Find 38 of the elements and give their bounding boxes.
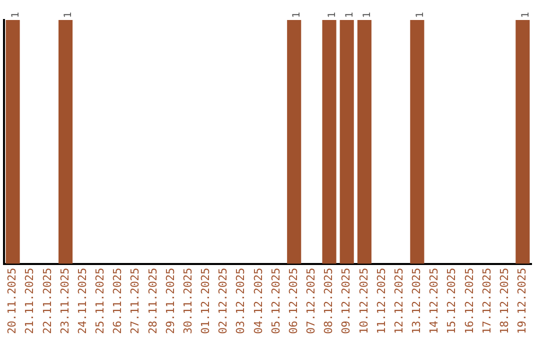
x-tick-label: 09.12.2025 xyxy=(340,268,353,334)
x-tick-label: 24.11.2025 xyxy=(76,268,89,334)
x-tick-label: 30.11.2025 xyxy=(181,268,194,334)
data-label: 1 xyxy=(10,12,22,18)
x-tick-label: 04.12.2025 xyxy=(252,268,265,334)
x-tick-label: 17.12.2025 xyxy=(480,268,494,334)
x-tick-label: 27.11.2025 xyxy=(128,268,142,334)
x-tick-label: 01.12.2025 xyxy=(199,268,212,334)
x-tick-label: 16.12.2025 xyxy=(462,268,476,334)
x-tick-label: 03.12.2025 xyxy=(234,268,248,334)
x-tick-label: 06.12.2025 xyxy=(286,268,300,334)
x-tick-label: 20.11.2025 xyxy=(6,268,19,334)
x-tick-label: 25.11.2025 xyxy=(94,268,107,334)
data-label: 1 xyxy=(292,12,303,18)
x-tick-label: 05.12.2025 xyxy=(269,268,282,334)
x-tick-label: 18.12.2025 xyxy=(498,268,511,334)
x-tick-label: 14.12.2025 xyxy=(428,268,441,334)
x-tick-label: 26.11.2025 xyxy=(111,268,124,334)
x-tick-label: 23.11.2025 xyxy=(58,268,72,334)
x-tick-label: 19.12.2025 xyxy=(516,268,529,334)
x-tick-label: 07.12.2025 xyxy=(304,268,318,334)
x-tick-label: 10.12.2025 xyxy=(357,268,370,334)
x-tick-label: 28.11.2025 xyxy=(146,268,160,334)
x-tick-label: 08.12.2025 xyxy=(322,268,336,334)
x-tick-label: 12.12.2025 xyxy=(392,268,406,334)
x-tick-label: 21.11.2025 xyxy=(23,268,36,334)
data-label: 1 xyxy=(344,12,356,18)
x-tick-label: 15.12.2025 xyxy=(445,268,458,334)
x-tick-label: 13.12.2025 xyxy=(410,268,424,334)
x-tick-label: 02.12.2025 xyxy=(216,268,230,334)
x-tick-label: 29.11.2025 xyxy=(164,268,177,334)
x-tick-label: 11.12.2025 xyxy=(374,268,388,334)
data-label: 1 xyxy=(414,12,426,18)
data-label: 1 xyxy=(520,12,532,18)
data-label: 1 xyxy=(63,12,74,18)
data-label: 1 xyxy=(362,12,374,18)
x-tick-label: 22.11.2025 xyxy=(40,268,54,334)
data-label: 1 xyxy=(326,12,338,18)
